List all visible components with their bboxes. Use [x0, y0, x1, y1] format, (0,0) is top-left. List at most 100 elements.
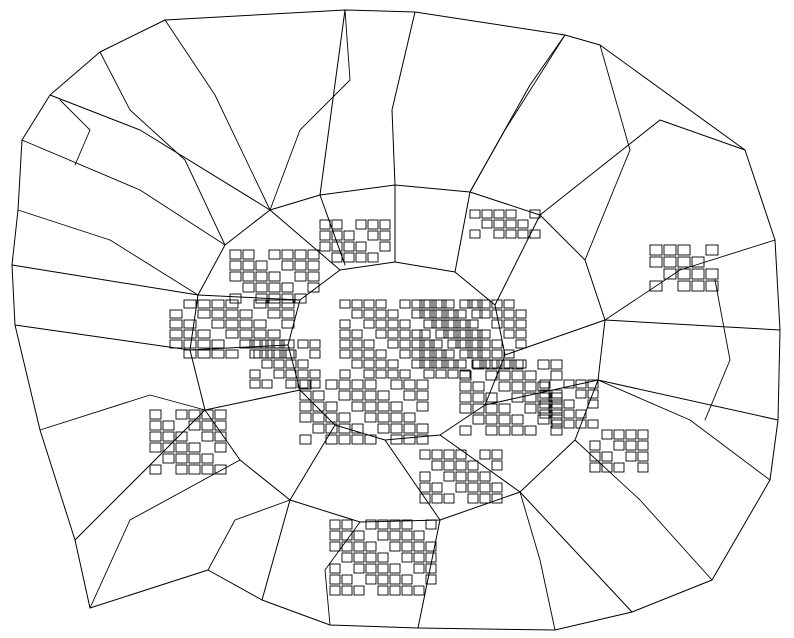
- street-block: [637, 429, 649, 440]
- street-block: [435, 299, 447, 309]
- street-block: [447, 339, 459, 349]
- street-block: [211, 339, 225, 349]
- street-block: [253, 329, 267, 339]
- street-block: [705, 268, 719, 280]
- street-block: [249, 339, 261, 349]
- street-block: [481, 219, 493, 229]
- street-block: [455, 339, 467, 349]
- street-block: [399, 349, 411, 359]
- street-block: [351, 309, 363, 319]
- street-block: [479, 493, 491, 504]
- street-block: [267, 299, 281, 309]
- street-block: [355, 241, 367, 252]
- street-block: [377, 519, 389, 530]
- street-block: [312, 423, 325, 434]
- street-block: [419, 449, 431, 460]
- street-block: [491, 339, 503, 349]
- street-block: [229, 293, 242, 304]
- street-block: [649, 244, 663, 256]
- street-block: [285, 379, 297, 389]
- street-block: [341, 552, 353, 563]
- street-block: [201, 453, 214, 464]
- street-block: [211, 299, 225, 309]
- street-block: [363, 319, 375, 329]
- street-block: [401, 552, 413, 563]
- street-block: [351, 329, 363, 339]
- street-block: [471, 299, 483, 309]
- street-block: [353, 530, 365, 541]
- street-block: [331, 230, 343, 241]
- street-block: [255, 260, 268, 271]
- street-block: [239, 339, 253, 349]
- street-block: [329, 563, 341, 574]
- street-block: [435, 359, 447, 369]
- street-block: [691, 280, 705, 292]
- street-block: [443, 359, 455, 369]
- street-block: [273, 349, 285, 359]
- street-block: [485, 370, 498, 381]
- street-block: [255, 293, 268, 304]
- street-block: [268, 282, 281, 293]
- street-block: [312, 390, 325, 401]
- street-block: [261, 379, 273, 389]
- street-block: [351, 423, 364, 434]
- street-block: [214, 420, 227, 431]
- street-block: [467, 339, 479, 349]
- street-block: [511, 414, 524, 425]
- street-block: [485, 359, 498, 370]
- street-block: [253, 299, 267, 309]
- street-block: [587, 379, 599, 389]
- street-block: [503, 299, 515, 309]
- street-block: [309, 339, 321, 349]
- street-block: [613, 440, 625, 451]
- street-block: [515, 319, 527, 329]
- street-block: [261, 339, 273, 349]
- street-block: [169, 309, 183, 319]
- street-block: [663, 268, 677, 280]
- street-block: [281, 309, 295, 319]
- street-block: [387, 309, 399, 319]
- street-block: [355, 252, 367, 263]
- street-block: [364, 379, 377, 390]
- street-block: [351, 401, 364, 412]
- street-block: [339, 349, 351, 359]
- street-block: [677, 256, 691, 268]
- street-block: [229, 249, 242, 260]
- street-block: [411, 299, 423, 309]
- street-block: [498, 359, 511, 370]
- street-block: [149, 464, 162, 475]
- street-block: [255, 282, 268, 293]
- street-block: [225, 329, 239, 339]
- street-block: [363, 359, 375, 369]
- street-block: [419, 329, 431, 339]
- street-block: [493, 209, 505, 219]
- street-block: [281, 293, 294, 304]
- street-block: [201, 409, 214, 420]
- street-block: [529, 209, 541, 219]
- street-block: [413, 563, 425, 574]
- street-block: [550, 425, 563, 436]
- street-block: [214, 409, 227, 420]
- street-block: [261, 349, 273, 359]
- street-block: [425, 519, 437, 530]
- street-block: [491, 299, 503, 309]
- street-block: [343, 252, 355, 263]
- street-block: [307, 249, 320, 260]
- street-block: [524, 370, 537, 381]
- street-block: [517, 229, 529, 239]
- street-block: [416, 423, 429, 434]
- street-block: [225, 319, 239, 329]
- street-block: [550, 359, 563, 370]
- street-block: [329, 541, 341, 552]
- street-block: [563, 379, 575, 389]
- street-block: [242, 249, 255, 260]
- street-block: [491, 319, 503, 329]
- street-block: [267, 329, 281, 339]
- street-block: [183, 319, 197, 329]
- street-block: [401, 541, 413, 552]
- street-block: [201, 464, 214, 475]
- street-block: [503, 329, 515, 339]
- street-block: [325, 434, 338, 445]
- street-block: [455, 460, 467, 471]
- street-block: [377, 574, 389, 585]
